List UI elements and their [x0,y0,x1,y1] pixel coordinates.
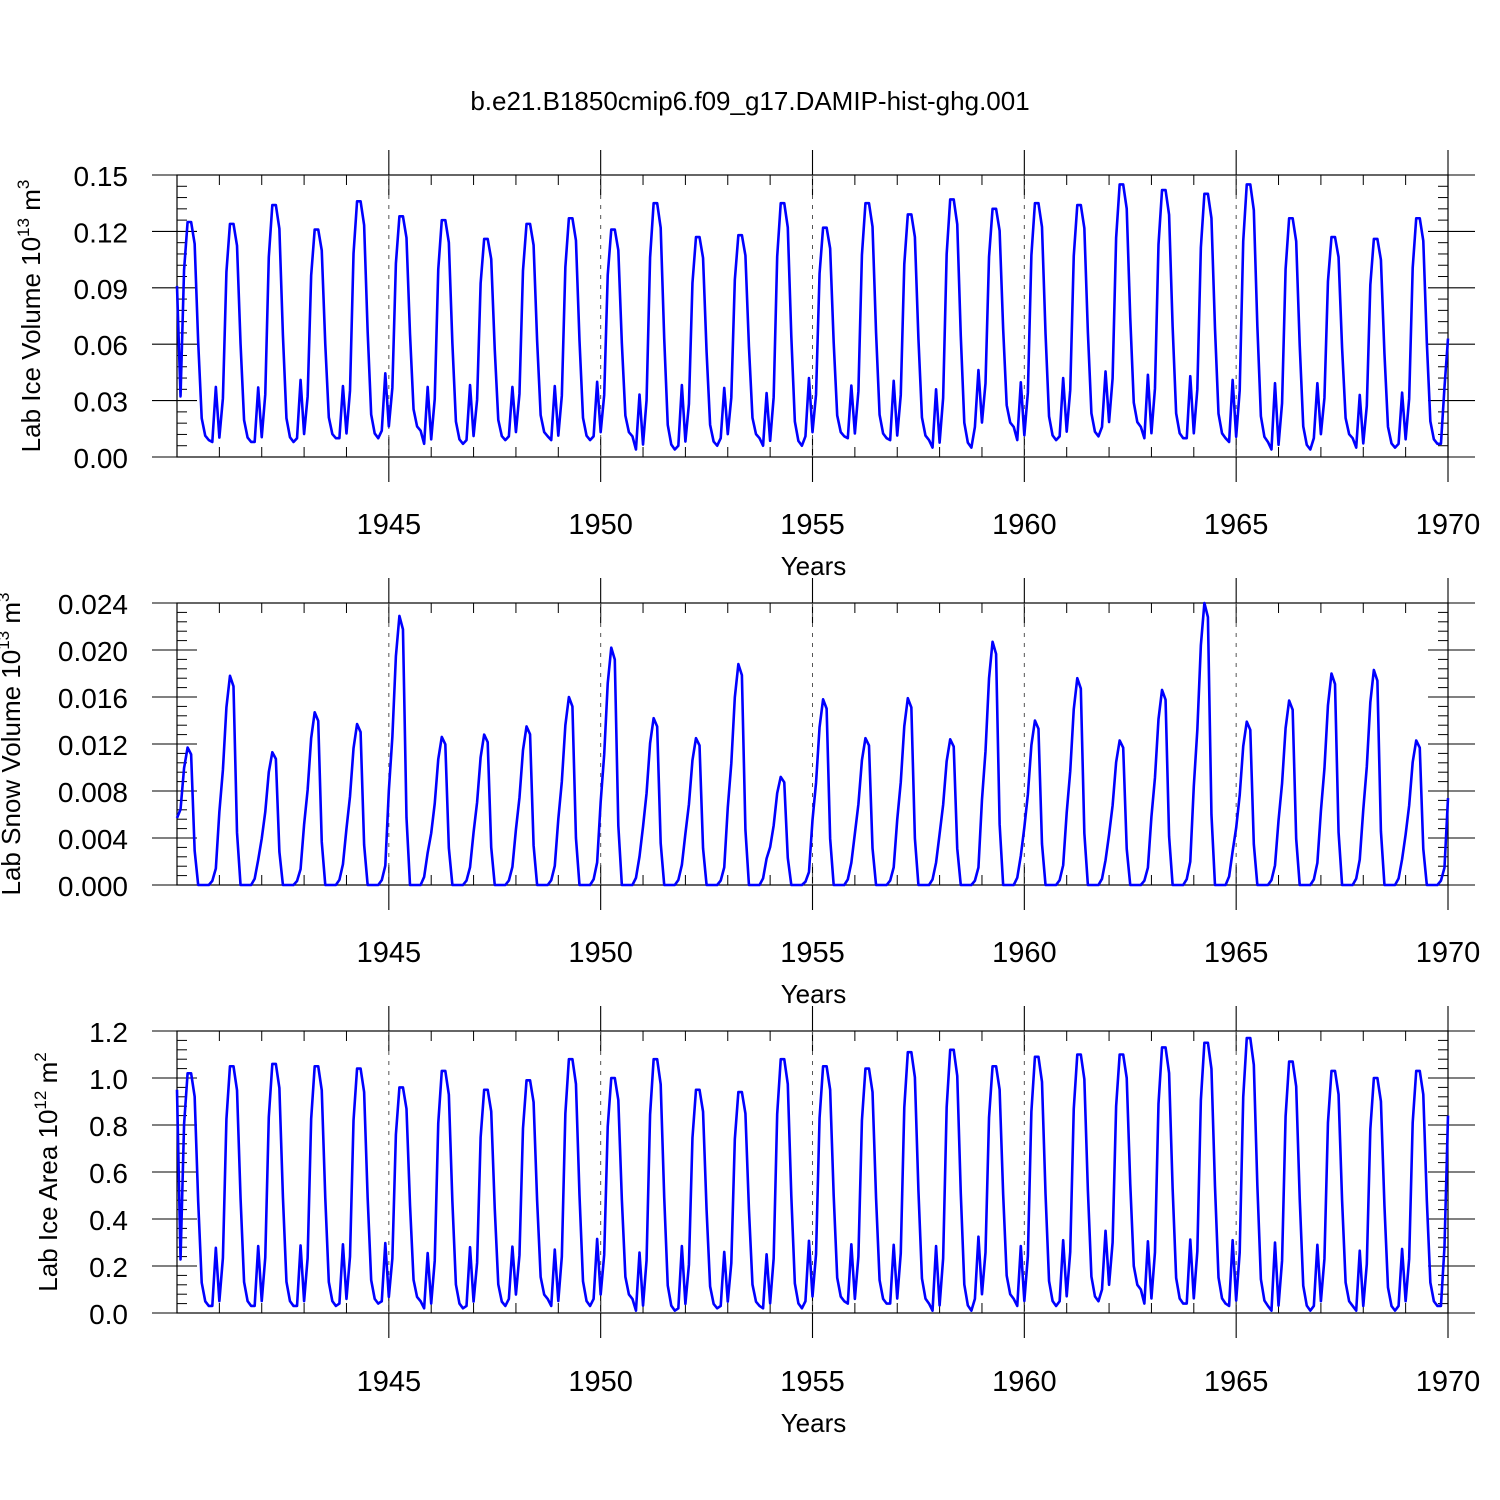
y-axis-label-exp: 13 [0,631,13,650]
y-axis-label-unit: m [33,1062,63,1091]
y-axis-label: Lab Ice Volume 1013 m3 [14,180,46,453]
panel-3: 0.0 0.2 0.4 0.6 0.8 1.0 1.2 1945 1950 1955 1960 196… [31,1006,1480,1438]
x-tick-label: 1950 [568,937,633,969]
y-tick-label: 0.2 [89,1252,128,1283]
series-line [175,601,1450,887]
x-tick-label: 1945 [357,1366,422,1398]
x-tick-label: 1965 [1204,509,1269,541]
x-tick-label: 1965 [1204,937,1269,969]
y-tick-label: 0.012 [58,730,128,761]
y-tick-label: 0.15 [74,161,129,192]
x-tick-label: 1945 [357,509,422,541]
series-line [175,1036,1450,1312]
x-tick-label: 1970 [1416,937,1481,969]
x-tick-label: 1950 [568,509,633,541]
y-axis-label-text: Lab Snow Volume 10 [0,650,26,896]
y-axis-label: Lab Snow Volume 1013 m3 [0,592,26,895]
y-tick-label: 0.008 [58,777,128,808]
x-tick-label: 1960 [992,937,1057,969]
x-tick-label: 1970 [1416,1366,1481,1398]
y-axis-label-unit: m [16,189,46,218]
series-line [175,183,1450,451]
y-tick-label: 0.8 [89,1111,128,1142]
y-tick-label: 0.03 [74,387,129,418]
y-tick-label: 0.016 [58,683,128,714]
x-tick-label: 1950 [568,1366,633,1398]
y-tick-label: 0.4 [89,1205,128,1236]
y-axis-label-unit: m [0,602,26,631]
y-tick-label: 0.004 [58,824,128,855]
x-tick-label: 1955 [780,509,845,541]
y-tick-label: 0.12 [74,217,129,248]
x-tick-label: 1955 [780,1366,845,1398]
y-tick-label: 0.000 [58,871,128,902]
panel-2: 0.000 0.004 0.008 0.012 0.016 0.020 0.024 1945 1… [0,578,1480,1009]
y-axis-label-exp: 13 [14,218,33,237]
y-axis-label-text: Lab Ice Volume 10 [16,237,46,452]
y-tick-label: 1.2 [89,1017,128,1048]
x-tick-label: 1965 [1204,1366,1269,1398]
x-tick-label: 1945 [357,937,422,969]
y-axis-label-unit-exp: 3 [14,180,33,189]
x-tick-label: 1955 [780,937,845,969]
x-axis-label: Years [781,979,847,1009]
y-tick-label: 0.06 [74,330,129,361]
y-axis-label: Lab Ice Area 1012 m2 [31,1052,63,1291]
x-tick-label: 1960 [992,509,1057,541]
y-axis-label-exp: 12 [31,1091,50,1110]
y-tick-label: 0.00 [74,443,129,474]
panel-1: 0.00 0.03 0.06 0.09 0.12 0.15 1945 1950 1955 1960… [14,150,1480,581]
y-axis-label-text: Lab Ice Area 10 [33,1110,63,1292]
y-tick-label: 0.020 [58,636,128,667]
y-tick-label: 0.024 [58,589,128,620]
x-tick-label: 1960 [992,1366,1057,1398]
y-axis-label-unit-exp: 3 [0,592,13,601]
x-axis-label: Years [781,1408,847,1438]
y-tick-label: 0.6 [89,1158,128,1189]
x-axis-label: Years [781,551,847,581]
x-tick-label: 1970 [1416,509,1481,541]
y-axis-label-unit-exp: 2 [31,1052,50,1061]
main-title: b.e21.B1850cmip6.f09_g17.DAMIP-hist-ghg.… [470,86,1029,116]
y-tick-label: 0.09 [74,274,129,305]
y-tick-label: 0.0 [89,1299,128,1330]
y-tick-label: 1.0 [89,1064,128,1095]
